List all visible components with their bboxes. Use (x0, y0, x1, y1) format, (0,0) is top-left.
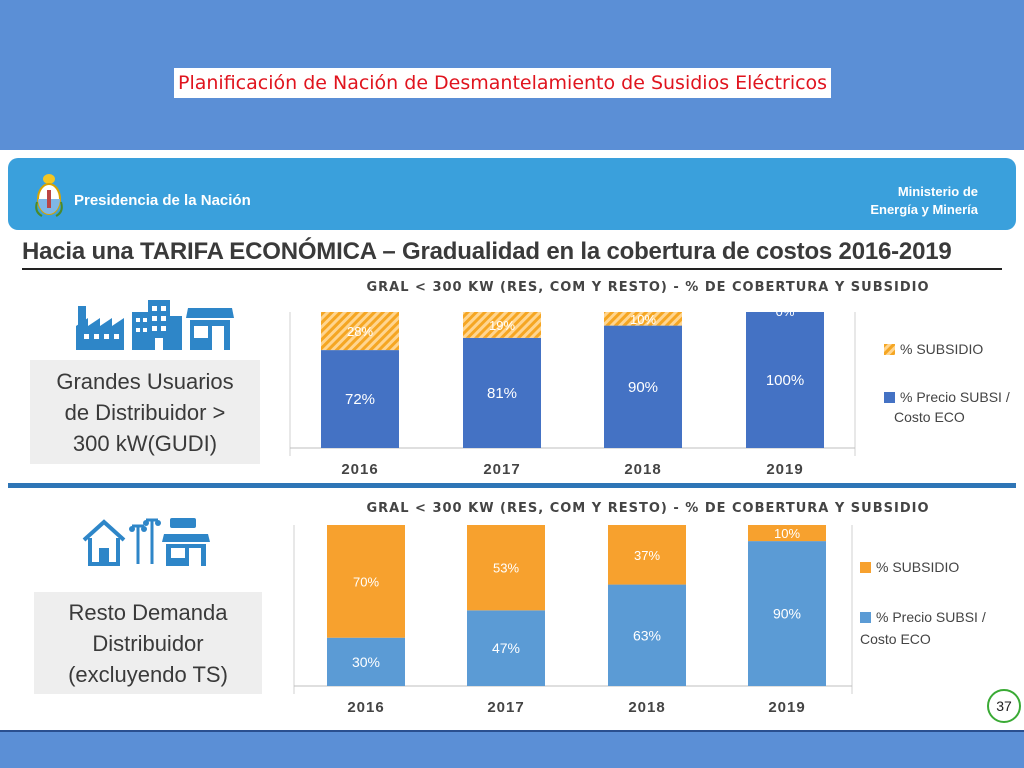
data-label-subsidio: 53% (493, 561, 519, 576)
bar-precio-2019 (748, 541, 826, 686)
segment-label-line: Grandes Usuarios (56, 368, 234, 394)
data-label-subsidio: 0% (776, 304, 795, 319)
legend-swatch-precio (860, 612, 871, 623)
bar-subsidio-2017 (467, 525, 545, 611)
page-number: 37 (987, 689, 1021, 723)
bar-precio-2016 (327, 637, 405, 686)
x-tick-label: 2016 (347, 699, 384, 716)
segment-label-line: Resto Demanda (68, 599, 228, 625)
data-label-precio: 90% (773, 606, 801, 622)
bar-subsidio-2019 (748, 525, 826, 542)
ministerio-line-1: Ministerio de (897, 184, 978, 199)
industry-buildings-store-icon (76, 300, 234, 350)
slide-title: Planificación de Nación de Desmantelamie… (174, 68, 832, 98)
heading-underline (22, 268, 1002, 270)
legend-swatch-subsidio (860, 562, 871, 573)
data-label-precio: 63% (633, 627, 661, 643)
x-tick-label: 2018 (624, 461, 661, 478)
bottom-band (0, 730, 1024, 768)
slide: Presidencia de la Nación Ministerio de E… (0, 150, 1024, 730)
x-tick-label: 2019 (768, 699, 805, 716)
legend-label-subsidio: % SUBSIDIO (900, 341, 983, 357)
bar-precio-2018 (608, 584, 686, 686)
header-bar: Presidencia de la Nación Ministerio de E… (8, 158, 1016, 230)
data-label-subsidio: 28% (347, 324, 373, 339)
bar-precio-2017 (463, 337, 541, 448)
legend-label-precio: % Precio SUBSI / (876, 609, 986, 625)
data-label-subsidio: 19% (489, 318, 515, 333)
data-label-precio: 81% (487, 385, 517, 402)
bar-precio-2017 (467, 610, 545, 686)
bar-subsidio-2018 (608, 525, 686, 585)
main-heading: Hacia una TARIFA ECONÓMICA – Gradualidad… (22, 238, 952, 265)
data-label-precio: 90% (628, 379, 658, 396)
data-label-precio: 30% (352, 654, 380, 670)
bar-subsidio-2017 (463, 312, 541, 338)
data-label-subsidio: 10% (774, 526, 800, 541)
segment-label-line: de Distribuidor > (64, 399, 226, 425)
data-label-subsidio: 37% (634, 548, 660, 563)
legend-label-precio-line2: Costo ECO (894, 409, 965, 425)
x-tick-label: 2018 (628, 699, 665, 716)
section-divider (8, 483, 1016, 488)
legend-label-precio: % Precio SUBSI / (900, 389, 1010, 405)
legend-swatch-subsidio (884, 344, 895, 355)
legend-swatch-precio (884, 392, 895, 403)
data-label-precio: 100% (766, 372, 804, 389)
data-label-precio: 47% (492, 640, 520, 656)
legend-label-subsidio: % SUBSIDIO (876, 559, 959, 575)
x-tick-label: 2017 (483, 461, 520, 478)
argentina-crest-icon (35, 174, 63, 217)
bar-subsidio-2016 (321, 312, 399, 351)
charts-canvas: GRAL < 300 KW (RES, COM Y RESTO) - % DE … (289, 280, 1010, 716)
house-lamps-store-icon (82, 518, 210, 566)
ministerio-label: Ministerio de Energía y Minería (870, 183, 978, 219)
segment-label-line: Distribuidor (92, 630, 204, 656)
bar-precio-2018 (604, 325, 682, 448)
bar-precio-2019 (746, 312, 824, 448)
segment-label-line: (excluyendo TS) (68, 661, 228, 687)
ministerio-line-2: Energía y Minería (870, 202, 978, 217)
segment-label-resto: Resto Demanda Distribuidor (excluyendo T… (34, 592, 262, 694)
chart-title: GRAL < 300 KW (RES, COM Y RESTO) - % DE … (366, 501, 929, 516)
segment-label-line: 300 kW(GUDI) (72, 430, 218, 456)
bar-subsidio-2016 (327, 525, 405, 638)
data-label-subsidio: 70% (353, 574, 379, 589)
x-tick-label: 2017 (487, 699, 524, 716)
x-tick-label: 2019 (766, 461, 803, 478)
x-tick-label: 2016 (341, 461, 378, 478)
segment-label-gudi: Grandes Usuarios de Distribuidor > 300 k… (30, 360, 260, 464)
data-label-subsidio: 10% (630, 312, 656, 327)
bar-precio-2016 (321, 350, 399, 448)
legend-label-precio-line2: Costo ECO (860, 631, 931, 647)
presidencia-label: Presidencia de la Nación (74, 192, 251, 209)
data-label-precio: 72% (345, 391, 375, 408)
chart-title: GRAL < 300 KW (RES, COM Y RESTO) - % DE … (366, 280, 929, 295)
bar-subsidio-2018 (604, 312, 682, 326)
